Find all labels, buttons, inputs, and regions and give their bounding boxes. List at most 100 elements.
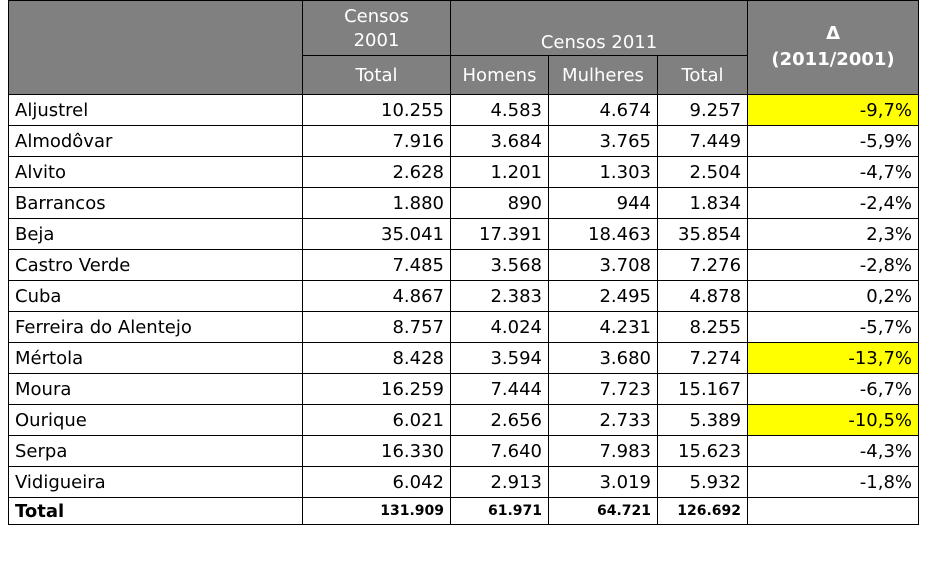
- value-cell: -9,7%: [747, 94, 920, 126]
- table-row: Barrancos 1.880 890 944 1.834 -2,4%: [8, 187, 920, 219]
- value-cell: 6.021: [302, 404, 451, 436]
- municipality: Vidigueira: [8, 466, 303, 498]
- table-row: Aljustrel 10.255 4.583 4.674 9.257 -9,7%: [8, 94, 920, 126]
- header-text: Δ: [826, 23, 840, 44]
- table-row: Ourique 6.021 2.656 2.733 5.389 -10,5%: [8, 404, 920, 436]
- value-cell: 6.042: [302, 466, 451, 498]
- value-cell: 3.684: [450, 125, 549, 157]
- value-cell: 8.428: [302, 342, 451, 374]
- value-cell: 3.708: [548, 249, 658, 281]
- header-cell: Mulheres: [548, 55, 658, 95]
- header-cell: Δ (2011/2001): [747, 0, 920, 95]
- total-value: 61.971: [450, 497, 549, 525]
- value-cell: 2.733: [548, 404, 658, 436]
- table-row: Alvito 2.628 1.201 1.303 2.504 -4,7%: [8, 156, 920, 188]
- value-cell: 2.383: [450, 280, 549, 312]
- value-cell: 3.765: [548, 125, 658, 157]
- value-cell: 1.303: [548, 156, 658, 188]
- value-cell: 1.880: [302, 187, 451, 219]
- value-cell: 35.854: [656, 218, 749, 250]
- value-cell: 2.628: [302, 156, 451, 188]
- census-table: Censos 2001 Censos 2011 Δ (2011/2001) Tota…: [8, 0, 920, 525]
- table-row: Ferreira do Alentejo 8.757 4.024 4.231 8.255…: [8, 311, 920, 343]
- total-row: Total 131.909 61.971 64.721 126.692: [8, 497, 920, 525]
- value-cell: 4.867: [302, 280, 451, 312]
- value-cell: 7.983: [548, 435, 658, 467]
- header-cell: Homens: [450, 55, 549, 95]
- municipality: Barrancos: [8, 187, 303, 219]
- value-cell: 16.259: [302, 373, 451, 405]
- value-cell: 16.330: [302, 435, 451, 467]
- value-cell: 4.878: [656, 280, 749, 312]
- value-cell: 2.495: [548, 280, 658, 312]
- value-cell: 7.444: [450, 373, 549, 405]
- value-cell: 7.274: [656, 342, 749, 374]
- municipality: Beja: [8, 218, 303, 250]
- value-cell: -13,7%: [747, 342, 920, 374]
- value-cell: 3.019: [548, 466, 658, 498]
- table-row: Moura 16.259 7.444 7.723 15.167 -6,7%: [8, 373, 920, 405]
- value-cell: 2.913: [450, 466, 549, 498]
- value-cell: 17.391: [450, 218, 549, 250]
- empty-cell: [747, 497, 920, 525]
- value-cell: 7.723: [548, 373, 658, 405]
- value-cell: 5.932: [656, 466, 749, 498]
- value-cell: 7.449: [656, 125, 749, 157]
- table-body: Aljustrel 10.255 4.583 4.674 9.257 -9,7% Almod…: [8, 94, 920, 525]
- value-cell: 10.255: [302, 94, 451, 126]
- total-value: 126.692: [656, 497, 749, 525]
- header-cell: Total: [656, 55, 749, 95]
- value-cell: 15.623: [656, 435, 749, 467]
- municipality: Ourique: [8, 404, 303, 436]
- table-row: Serpa 16.330 7.640 7.983 15.623 -4,3%: [8, 435, 920, 467]
- value-cell: -6,7%: [747, 373, 920, 405]
- municipality: Alvito: [8, 156, 303, 188]
- value-cell: -5,9%: [747, 125, 920, 157]
- municipality: Almodôvar: [8, 125, 303, 157]
- value-cell: 3.568: [450, 249, 549, 281]
- value-cell: 3.594: [450, 342, 549, 374]
- total-label: Total: [8, 497, 303, 525]
- header-text: (2011/2001): [771, 49, 895, 70]
- value-cell: -2,8%: [747, 249, 920, 281]
- value-cell: -4,3%: [747, 435, 920, 467]
- value-cell: -2,4%: [747, 187, 920, 219]
- value-cell: 890: [450, 187, 549, 219]
- header-text: Censos: [344, 6, 409, 27]
- value-cell: 0,2%: [747, 280, 920, 312]
- municipality: Mértola: [8, 342, 303, 374]
- header-text: 2001: [353, 30, 400, 51]
- value-cell: 9.257: [656, 94, 749, 126]
- header-cell: Censos 2001: [302, 0, 451, 56]
- value-cell: -4,7%: [747, 156, 920, 188]
- value-cell: 2.656: [450, 404, 549, 436]
- value-cell: 2.504: [656, 156, 749, 188]
- municipality: Serpa: [8, 435, 303, 467]
- value-cell: 4.674: [548, 94, 658, 126]
- total-value: 64.721: [548, 497, 658, 525]
- table-row: Vidigueira 6.042 2.913 3.019 5.932 -1,8%: [8, 466, 920, 498]
- value-cell: 15.167: [656, 373, 749, 405]
- value-cell: 8.255: [656, 311, 749, 343]
- value-cell: 5.389: [656, 404, 749, 436]
- header-empty: [8, 0, 303, 95]
- value-cell: 4.583: [450, 94, 549, 126]
- value-cell: 18.463: [548, 218, 658, 250]
- value-cell: 8.757: [302, 311, 451, 343]
- table-row: Castro Verde 7.485 3.568 3.708 7.276 -2,8%: [8, 249, 920, 281]
- municipality: Castro Verde: [8, 249, 303, 281]
- value-cell: 4.231: [548, 311, 658, 343]
- value-cell: -5,7%: [747, 311, 920, 343]
- header-cell: Total: [302, 55, 451, 95]
- municipality: Cuba: [8, 280, 303, 312]
- value-cell: 944: [548, 187, 658, 219]
- value-cell: 7.640: [450, 435, 549, 467]
- header-cell: Censos 2011: [449, 0, 749, 56]
- value-cell: 4.024: [450, 311, 549, 343]
- table-row: Beja 35.041 17.391 18.463 35.854 2,3%: [8, 218, 920, 250]
- header-text: Censos 2011: [540, 32, 658, 53]
- value-cell: 7.916: [302, 125, 451, 157]
- value-cell: -10,5%: [747, 404, 920, 436]
- municipality: Ferreira do Alentejo: [8, 311, 303, 343]
